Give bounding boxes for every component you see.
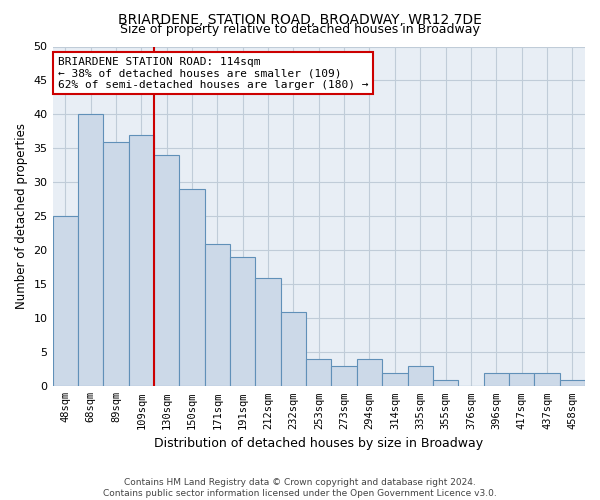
Text: BRIARDENE, STATION ROAD, BROADWAY, WR12 7DE: BRIARDENE, STATION ROAD, BROADWAY, WR12 … — [118, 12, 482, 26]
Bar — [382, 372, 407, 386]
Bar — [128, 135, 154, 386]
X-axis label: Distribution of detached houses by size in Broadway: Distribution of detached houses by size … — [154, 437, 484, 450]
Bar — [205, 244, 230, 386]
Bar — [154, 155, 179, 386]
Text: Size of property relative to detached houses in Broadway: Size of property relative to detached ho… — [120, 22, 480, 36]
Text: BRIARDENE STATION ROAD: 114sqm
← 38% of detached houses are smaller (109)
62% of: BRIARDENE STATION ROAD: 114sqm ← 38% of … — [58, 56, 368, 90]
Bar — [103, 142, 128, 386]
Bar — [230, 257, 256, 386]
Bar — [53, 216, 78, 386]
Bar — [331, 366, 357, 386]
Bar — [484, 372, 509, 386]
Bar — [281, 312, 306, 386]
Bar — [509, 372, 534, 386]
Bar — [407, 366, 433, 386]
Bar — [306, 359, 331, 386]
Text: Contains HM Land Registry data © Crown copyright and database right 2024.
Contai: Contains HM Land Registry data © Crown c… — [103, 478, 497, 498]
Bar — [256, 278, 281, 386]
Y-axis label: Number of detached properties: Number of detached properties — [15, 124, 28, 310]
Bar — [78, 114, 103, 386]
Bar — [433, 380, 458, 386]
Bar — [534, 372, 560, 386]
Bar — [179, 189, 205, 386]
Bar — [560, 380, 585, 386]
Bar — [357, 359, 382, 386]
